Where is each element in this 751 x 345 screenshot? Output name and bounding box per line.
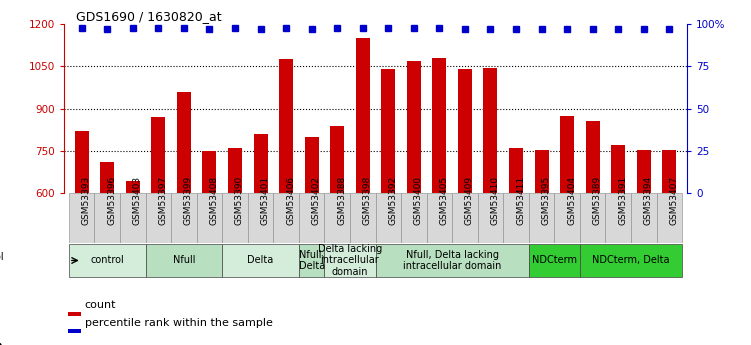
Bar [222,193,248,243]
Bar [554,193,580,243]
Bar [580,193,605,243]
Bar [330,126,344,193]
Bar [662,149,677,193]
Text: Nfull: Nfull [173,256,195,265]
Bar [120,193,146,243]
Bar [197,193,222,243]
Text: GSM53406: GSM53406 [286,176,295,225]
Text: Nfull,
Delta: Nfull, Delta [298,250,324,271]
Bar [382,69,395,193]
Bar [228,148,242,193]
Bar [324,244,376,277]
Bar [254,134,267,193]
Text: GSM53395: GSM53395 [541,176,550,225]
Text: GSM53401: GSM53401 [261,176,270,225]
Text: Nfull, Delta lacking
intracellular domain: Nfull, Delta lacking intracellular domai… [403,250,502,271]
Bar [586,121,599,193]
Text: GSM53388: GSM53388 [337,176,346,225]
Text: GSM53398: GSM53398 [363,176,372,225]
Bar [324,193,350,243]
Bar [509,148,523,193]
Bar [248,193,273,243]
Bar [401,193,427,243]
Bar [222,244,299,277]
Bar [305,137,318,193]
Text: GSM53394: GSM53394 [644,176,653,225]
Bar [100,162,114,193]
Text: GSM53403: GSM53403 [133,176,142,225]
Bar [74,131,89,193]
Text: count: count [85,300,116,310]
Bar [656,193,682,243]
Bar [350,193,376,243]
Text: GSM53392: GSM53392 [388,176,397,225]
Bar [299,193,324,243]
Bar [69,193,95,243]
Text: GSM53404: GSM53404 [567,176,576,225]
Bar [279,59,293,193]
Text: GSM53391: GSM53391 [618,176,627,225]
Bar [376,244,529,277]
Bar [95,193,120,243]
Text: GSM53399: GSM53399 [184,176,193,225]
Bar [146,193,171,243]
Text: GSM53389: GSM53389 [593,176,602,225]
Bar [535,149,548,193]
Bar [376,193,401,243]
Bar [637,149,651,193]
Text: percentile rank within the sample: percentile rank within the sample [85,318,273,327]
Text: GSM53410: GSM53410 [490,176,499,225]
Bar [407,61,421,193]
Bar [484,68,497,193]
Bar [605,193,631,243]
Text: GSM53393: GSM53393 [82,176,91,225]
Bar [152,117,165,193]
Text: GSM53409: GSM53409 [465,176,474,225]
Bar [452,193,478,243]
Bar [203,151,216,193]
Text: GSM53408: GSM53408 [210,176,219,225]
Bar [560,116,574,193]
Bar [631,193,656,243]
Text: NDCterm, Delta: NDCterm, Delta [593,256,670,265]
Bar [69,244,146,277]
Bar [125,180,140,193]
Bar [478,193,503,243]
Bar [427,193,452,243]
Text: GDS1690 / 1630820_at: GDS1690 / 1630820_at [77,10,222,23]
Bar [433,58,446,193]
Bar [458,69,472,193]
Text: GSM53397: GSM53397 [158,176,167,225]
Bar [299,244,324,277]
Bar [580,244,682,277]
Text: GSM53400: GSM53400 [414,176,423,225]
Text: NDCterm: NDCterm [532,256,577,265]
Text: control: control [90,256,124,265]
Text: GSM53407: GSM53407 [669,176,678,225]
Bar [171,193,197,243]
Bar [177,92,191,193]
Text: GSM53402: GSM53402 [312,176,321,225]
Text: GSM53396: GSM53396 [107,176,116,225]
Bar [529,244,580,277]
Text: Delta: Delta [247,256,273,265]
Text: GSM53405: GSM53405 [439,176,448,225]
Text: GSM53390: GSM53390 [235,176,244,225]
Bar [503,193,529,243]
Text: GSM53411: GSM53411 [516,176,525,225]
Bar [529,193,554,243]
Text: Delta lacking
intracellular
domain: Delta lacking intracellular domain [318,244,382,277]
Bar [611,145,626,193]
Bar [356,38,369,193]
Bar [146,244,222,277]
Bar [273,193,299,243]
Text: protocol: protocol [0,252,4,262]
